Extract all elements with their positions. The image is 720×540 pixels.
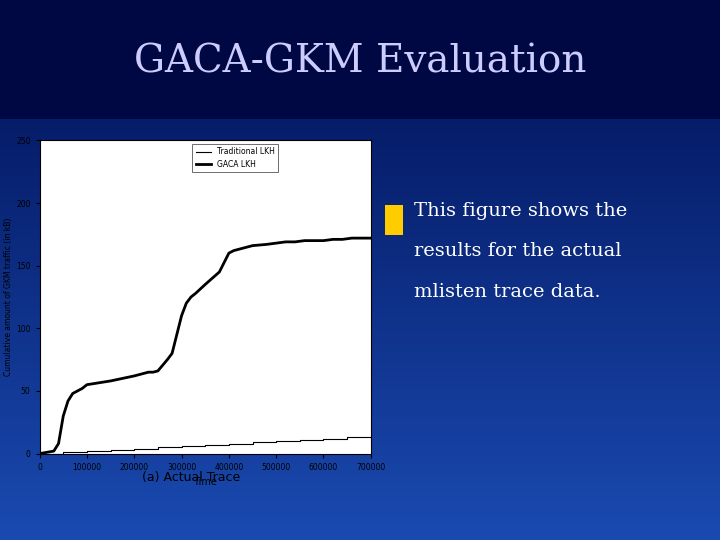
Traditional LKH	[319, 435, 328, 442]
GACA LKH	[366, 235, 375, 241]
Traditional LKH	[201, 442, 210, 448]
GACA LKH	[149, 369, 158, 375]
Traditional LKH	[272, 438, 281, 444]
Traditional LKH	[225, 442, 233, 448]
GACA LKH	[63, 398, 72, 404]
GACA LKH	[107, 377, 115, 384]
Traditional LKH	[295, 438, 304, 444]
GACA LKH	[338, 236, 347, 242]
GACA LKH	[215, 269, 224, 275]
Traditional LKH	[35, 450, 44, 457]
FancyBboxPatch shape	[0, 0, 720, 119]
GACA LKH	[168, 350, 176, 356]
Traditional LKH	[107, 448, 115, 454]
Traditional LKH	[83, 449, 91, 456]
GACA LKH	[348, 235, 356, 241]
GACA LKH	[282, 239, 290, 245]
Bar	[385, 205, 403, 235]
Traditional LKH	[130, 446, 138, 452]
GACA LKH	[78, 385, 86, 392]
GACA LKH	[319, 238, 328, 244]
GACA LKH	[83, 381, 91, 388]
GACA LKH	[229, 247, 238, 254]
Text: results for the actual: results for the actual	[414, 242, 621, 260]
Traditional LKH	[107, 447, 115, 453]
Traditional LKH	[343, 434, 351, 441]
GACA LKH	[234, 246, 243, 253]
GACA LKH	[272, 240, 281, 246]
GACA LKH	[54, 440, 63, 447]
GACA LKH	[248, 242, 257, 249]
Traditional LKH	[248, 440, 257, 447]
GACA LKH	[177, 313, 186, 319]
Traditional LKH	[366, 434, 375, 441]
Legend: Traditional LKH, GACA LKH: Traditional LKH, GACA LKH	[192, 144, 278, 172]
Traditional LKH	[248, 439, 257, 446]
GACA LKH	[243, 244, 252, 250]
Traditional LKH	[343, 435, 351, 442]
GACA LKH	[300, 238, 309, 244]
GACA LKH	[239, 245, 248, 252]
GACA LKH	[140, 370, 148, 377]
Line: GACA LKH: GACA LKH	[40, 238, 371, 454]
Traditional LKH	[153, 444, 162, 450]
Text: This figure shows the: This figure shows the	[414, 201, 627, 220]
Text: GACA-GKM Evaluation: GACA-GKM Evaluation	[134, 44, 586, 80]
GACA LKH	[192, 290, 200, 296]
GACA LKH	[173, 332, 181, 338]
Y-axis label: Cumulative amount of GKM traffic (in kB): Cumulative amount of GKM traffic (in kB)	[4, 218, 13, 376]
Traditional LKH	[201, 443, 210, 449]
Traditional LKH	[153, 446, 162, 452]
Traditional LKH	[272, 439, 281, 446]
GACA LKH	[182, 300, 191, 307]
GACA LKH	[357, 235, 366, 241]
GACA LKH	[144, 369, 153, 375]
Traditional LKH	[59, 449, 68, 456]
Traditional LKH	[295, 436, 304, 443]
GACA LKH	[310, 238, 318, 244]
GACA LKH	[73, 388, 82, 394]
GACA LKH	[225, 250, 233, 256]
Traditional LKH	[83, 448, 91, 454]
Text: mlisten trace data.: mlisten trace data.	[414, 282, 600, 301]
Traditional LKH	[177, 444, 186, 450]
Text: (a) Actual Trace: (a) Actual Trace	[142, 471, 240, 484]
GACA LKH	[201, 281, 210, 288]
Line: Traditional LKH: Traditional LKH	[40, 437, 371, 454]
GACA LKH	[35, 450, 44, 457]
GACA LKH	[130, 373, 138, 379]
GACA LKH	[50, 448, 58, 454]
GACA LKH	[186, 294, 195, 300]
Traditional LKH	[130, 447, 138, 453]
GACA LKH	[262, 241, 271, 248]
GACA LKH	[153, 368, 162, 374]
GACA LKH	[135, 372, 143, 378]
Traditional LKH	[319, 436, 328, 443]
Traditional LKH	[225, 440, 233, 447]
GACA LKH	[59, 413, 68, 419]
X-axis label: Time: Time	[193, 477, 217, 487]
GACA LKH	[68, 390, 77, 397]
GACA LKH	[328, 236, 337, 242]
GACA LKH	[291, 239, 300, 245]
Traditional LKH	[177, 443, 186, 449]
GACA LKH	[163, 356, 171, 363]
Traditional LKH	[59, 450, 68, 457]
